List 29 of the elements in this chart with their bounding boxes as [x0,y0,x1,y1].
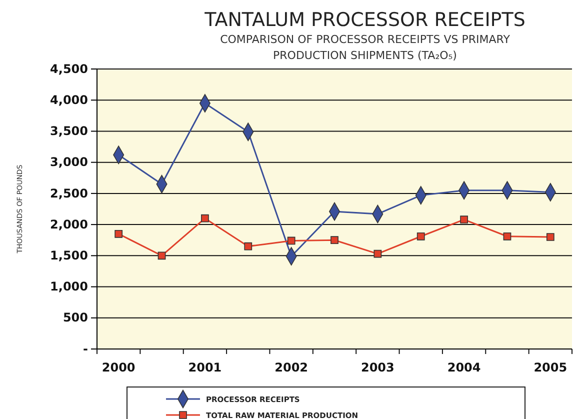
point [158,252,166,260]
chart-subtitle: COMPARISON OF PROCESSOR RECEIPTS VS PRIMARY PRODUCTION SHIPMENTS (TA₂O₅) [220,33,510,62]
point [330,236,338,244]
x-tick-label: 2004 [447,360,481,375]
y-tick-label: 3,000 [50,155,88,170]
x-tick-label: 2002 [274,360,308,375]
point [201,214,209,222]
point [114,230,123,238]
point [416,232,425,240]
y-tick-label: 2,500 [50,186,88,200]
point [287,236,296,245]
point [460,216,468,224]
y-tick-label: 3,500 [50,124,88,138]
y-tick-label: 4,000 [50,92,88,107]
y-tick-label: - [83,342,88,356]
x-tick-label: 2005 [534,360,568,375]
point [503,232,512,240]
y-tick-label: 500 [62,310,88,325]
y-tick-label: 4,500 [50,62,88,76]
y-tick-label: 1,500 [50,248,88,263]
x-tick-label: 2000 [102,360,136,375]
x-tick-label: 2003 [360,360,394,375]
point [546,233,554,241]
x-tick-label: 2001 [188,360,222,375]
point [244,242,252,250]
chart-title: TANTALUM PROCESSOR RECEIPTS [204,9,526,31]
point [374,250,382,258]
y-tick-label: 1,000 [50,280,88,294]
y-tick-label: 2,000 [50,217,88,232]
